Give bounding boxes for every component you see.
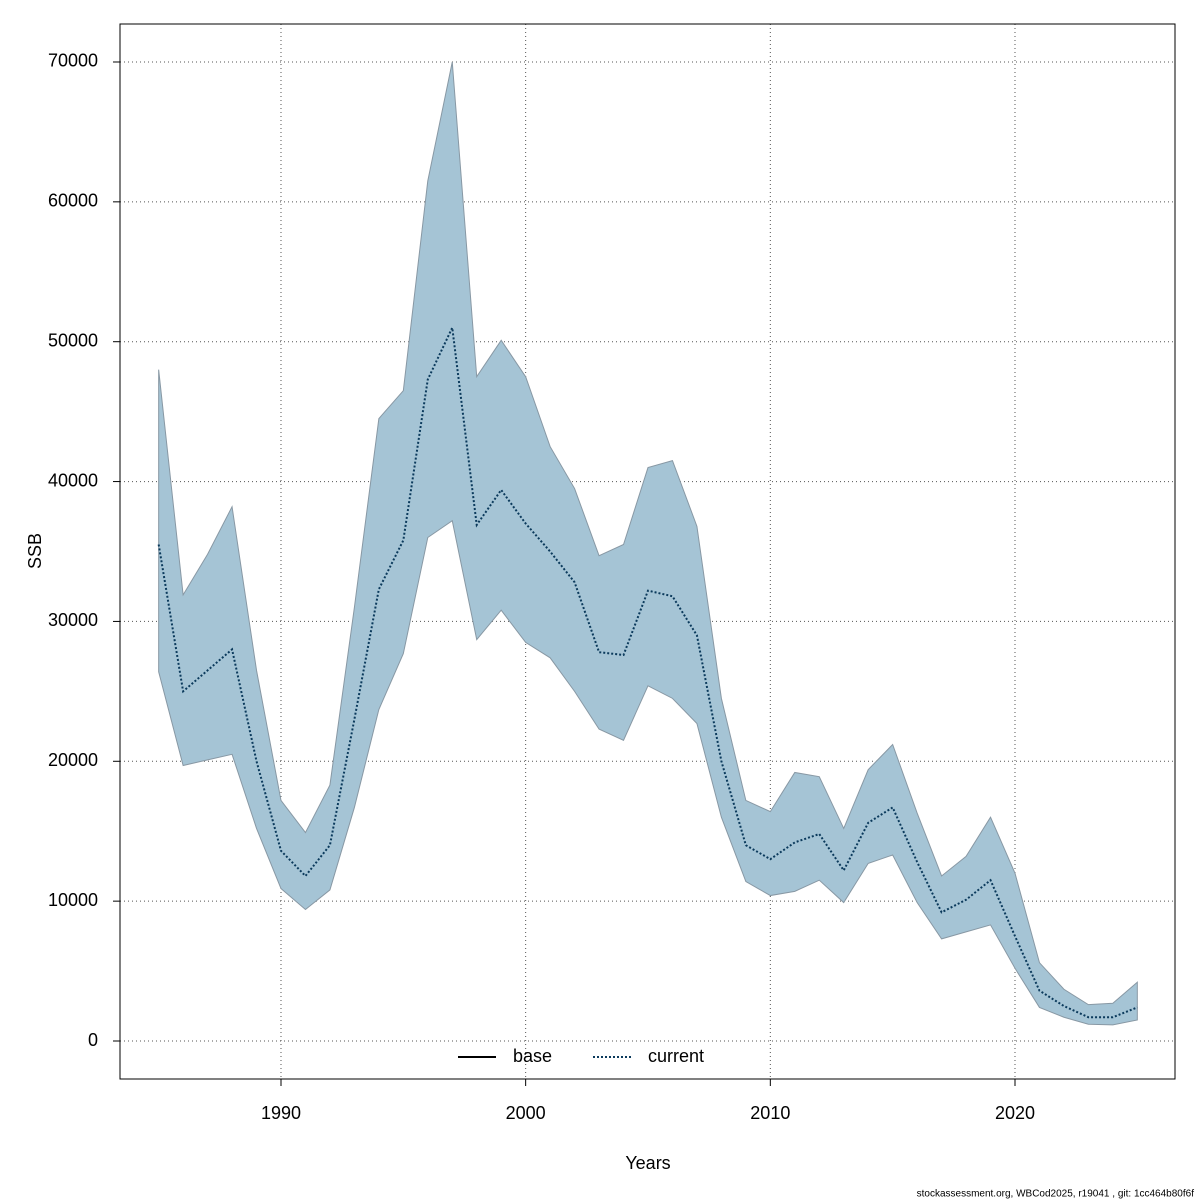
y-tick-label: 40000	[48, 470, 98, 490]
y-tick-label: 10000	[48, 890, 98, 910]
plot-frame	[119, 23, 1176, 1080]
y-tick-label: 70000	[48, 51, 98, 71]
y-tick-label: 60000	[48, 191, 98, 211]
y-axis-label: SSB	[25, 533, 45, 569]
y-tick-label: 30000	[48, 610, 98, 630]
x-tick-label: 2010	[750, 1103, 790, 1123]
legend-label: current	[648, 1046, 704, 1066]
x-axis-label: Years	[625, 1153, 670, 1173]
x-tick-label: 2020	[995, 1103, 1035, 1123]
confidence-band	[158, 61, 1138, 1026]
x-tick-label: 2000	[506, 1103, 546, 1123]
y-tick-label: 20000	[48, 750, 98, 770]
y-tick-label: 0	[88, 1030, 98, 1050]
footer: stockassessment.org, WBCod2025, r19041 ,…	[917, 1189, 1195, 1200]
series-line	[157, 324, 1138, 1019]
y-tick-label: 50000	[48, 330, 98, 350]
x-tick-label: 1990	[261, 1103, 301, 1123]
legend-label: base	[513, 1046, 552, 1066]
